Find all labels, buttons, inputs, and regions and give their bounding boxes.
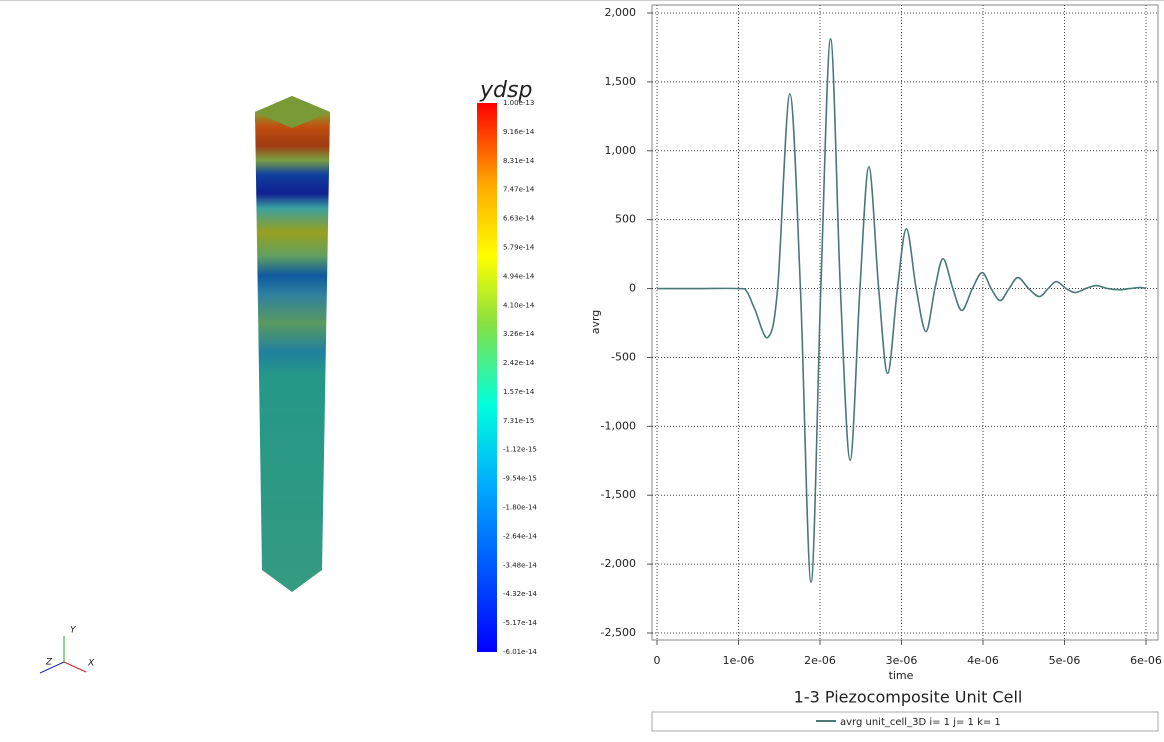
z-axis-label: Z [45, 658, 53, 668]
y-tick-label: -500 [611, 350, 636, 363]
colorbar-label: 8.31e-14 [503, 157, 535, 165]
colorbar-label: 6.63e-14 [503, 215, 535, 223]
colorbar-title: ydsp [479, 78, 532, 103]
plot-panel: avrg time 1-3 Piezocomposite Unit Cell [589, 4, 1159, 732]
model-view: ydsp Y X Z [39, 78, 532, 674]
x-tick-label: 5e-06 [1049, 654, 1081, 667]
chart-title: 1-3 Piezocomposite Unit Cell [794, 688, 1023, 707]
y-tick-label: 1,500 [605, 75, 637, 88]
x-axis-arrow [63, 661, 87, 673]
y-tick-label: -1,500 [601, 488, 636, 501]
legend [651, 711, 1159, 732]
y-tick-label: -2,000 [601, 557, 636, 570]
colorbar-label: 9.16e-14 [503, 128, 535, 136]
colorbar-label: 2.42e-14 [503, 359, 535, 367]
colorbar [477, 103, 497, 652]
column-body [255, 112, 330, 592]
y-tick-label: 2,000 [605, 6, 637, 19]
x-tick-label: 3e-06 [886, 654, 918, 667]
colorbar-label: -1.80e-14 [503, 504, 537, 512]
y-tick-label: 500 [615, 213, 636, 226]
colorbar-label: 5.79e-14 [503, 243, 535, 251]
y-tick-label: -2,500 [601, 626, 636, 639]
x-axis-label: X [87, 659, 95, 669]
colorbar-label: -5.17e-14 [503, 619, 537, 627]
x-tick-label: 6e-06 [1130, 654, 1162, 667]
x-tick-label: 2e-06 [804, 654, 836, 667]
colorbar-label: 7.31e-15 [503, 417, 534, 425]
x-tick-label: 4e-06 [967, 654, 999, 667]
colorbar-label: 7.47e-14 [503, 186, 535, 194]
series-line [657, 38, 1147, 583]
x-tick-label: 0 [654, 654, 661, 667]
colorbar-label: -1.12e-15 [503, 446, 537, 454]
colorbar-label: 4.10e-14 [503, 301, 535, 309]
z-axis-arrow [39, 661, 65, 674]
colorbar-label: 3.26e-14 [503, 330, 535, 338]
y-tick-label: 0 [629, 282, 636, 295]
colorbar-label: 1.57e-14 [503, 388, 535, 396]
y-axis-label: Y [70, 626, 77, 636]
colorbar-label: -2.64e-14 [503, 532, 537, 540]
colorbar-label: -3.48e-14 [503, 561, 537, 569]
y-axis-title: avrg [589, 310, 602, 335]
y-tick-label: -1,000 [601, 419, 636, 432]
x-axis-title: time [889, 669, 914, 682]
y-tick-label: 1,000 [605, 144, 637, 157]
colorbar-label: -6.01e-14 [503, 648, 537, 656]
colorbar-label: 1.00e-13 [503, 99, 534, 107]
column-cap [255, 96, 330, 128]
colorbar-label: -4.32e-14 [503, 590, 537, 598]
x-tick-label: 1e-06 [723, 654, 755, 667]
plot-frame [651, 4, 1159, 641]
colorbar-label: -9.54e-15 [503, 475, 537, 483]
legend-label: avrg unit_cell_3D i= 1 j= 1 k= 1 [840, 717, 1001, 728]
colorbar-label: 4.94e-14 [503, 272, 535, 280]
axes-triad: Y X Z [39, 626, 95, 674]
